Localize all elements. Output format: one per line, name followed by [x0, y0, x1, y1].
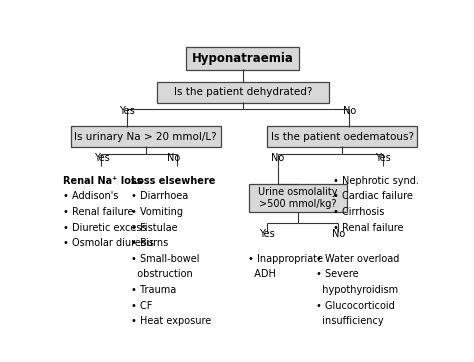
Text: • Cardiac failure: • Cardiac failure [333, 191, 413, 201]
Text: • Cirrhosis: • Cirrhosis [333, 207, 384, 217]
Text: No: No [332, 230, 345, 239]
FancyBboxPatch shape [249, 184, 347, 212]
Text: • Addison's: • Addison's [63, 191, 118, 201]
Text: • Vomiting: • Vomiting [131, 207, 183, 217]
Text: hypothyroidism: hypothyroidism [316, 285, 399, 295]
Text: • Severe: • Severe [316, 269, 359, 279]
Text: • Nephrotic synd.: • Nephrotic synd. [333, 176, 419, 186]
Text: • Water overload: • Water overload [316, 254, 400, 264]
Text: ADH: ADH [248, 269, 276, 279]
Text: Yes: Yes [119, 106, 135, 116]
Text: Yes: Yes [94, 153, 109, 163]
Text: • Burns: • Burns [131, 238, 168, 248]
Text: obstruction: obstruction [131, 269, 192, 279]
Text: • Heat exposure: • Heat exposure [131, 316, 211, 326]
Text: • Glucocorticoid: • Glucocorticoid [316, 301, 395, 311]
Text: • Renal failure: • Renal failure [63, 207, 133, 217]
FancyBboxPatch shape [71, 126, 220, 147]
Text: • Small-bowel: • Small-bowel [131, 254, 200, 264]
Text: No: No [271, 153, 284, 163]
Text: • Fistulae: • Fistulae [131, 223, 177, 233]
Text: Loss elsewhere: Loss elsewhere [131, 176, 215, 186]
Text: Yes: Yes [259, 230, 274, 239]
Text: Renal Na⁺ loss: Renal Na⁺ loss [63, 176, 142, 186]
Text: Is urinary Na > 20 mmol/L?: Is urinary Na > 20 mmol/L? [74, 132, 217, 142]
Text: • Inappropriate: • Inappropriate [248, 254, 324, 264]
Text: • Trauma: • Trauma [131, 285, 176, 295]
Text: Hyponatraemia: Hyponatraemia [192, 52, 294, 65]
FancyBboxPatch shape [267, 126, 417, 147]
Text: Urine osmolality
>500 mmol/kg?: Urine osmolality >500 mmol/kg? [258, 188, 338, 209]
Text: • Diarrhoea: • Diarrhoea [131, 191, 188, 201]
FancyBboxPatch shape [186, 47, 300, 70]
Text: No: No [166, 153, 180, 163]
Text: Is the patient dehydrated?: Is the patient dehydrated? [174, 87, 312, 97]
Text: • Diuretic excess: • Diuretic excess [63, 223, 146, 233]
Text: • Renal failure: • Renal failure [333, 223, 403, 233]
FancyBboxPatch shape [157, 81, 329, 103]
Text: Is the patient oedematous?: Is the patient oedematous? [271, 132, 414, 142]
Text: • Osmolar diuresis: • Osmolar diuresis [63, 238, 154, 248]
Text: No: No [343, 106, 356, 116]
Text: Yes: Yes [374, 153, 391, 163]
Text: insufficiency: insufficiency [316, 316, 384, 326]
Text: • CF: • CF [131, 301, 152, 311]
